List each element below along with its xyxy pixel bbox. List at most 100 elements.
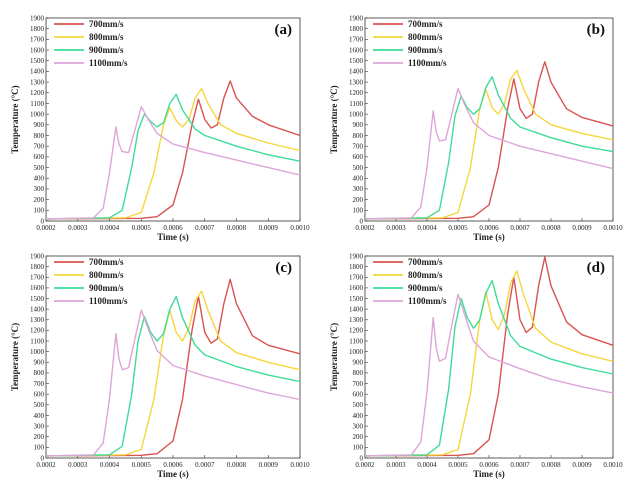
y-tick-label: 300 (353, 422, 364, 430)
series-line-700mm/s (364, 256, 614, 457)
x-tick-label: 0.0004 (100, 224, 120, 232)
y-tick-label: 1700 (349, 274, 364, 282)
y-tick-label: 900 (34, 121, 45, 129)
legend-label: 900mm/s (89, 45, 124, 55)
x-tick-label: 0.0009 (259, 461, 279, 469)
y-tick-label: 1400 (349, 305, 364, 313)
y-tick-label: 600 (353, 153, 364, 161)
y-tick-label: 800 (353, 132, 364, 140)
x-tick-label: 0.0006 (163, 461, 183, 469)
legend-label: 1100mm/s (89, 296, 128, 306)
y-tick-label: 500 (34, 401, 45, 409)
legend-label: 1100mm/s (408, 58, 447, 68)
y-tick-label: 1800 (30, 263, 45, 271)
y-tick-label: 1100 (349, 100, 363, 108)
y-tick-label: 1000 (349, 110, 364, 118)
y-tick-label: 1300 (349, 316, 364, 324)
x-tick-label: 0.0010 (290, 461, 310, 469)
y-tick-label: 700 (34, 143, 45, 151)
x-tick-label: 0.0008 (541, 461, 561, 469)
x-tick-label: 0.0003 (386, 224, 406, 232)
x-tick-label: 0.0005 (448, 461, 468, 469)
y-tick-label: 1000 (30, 110, 45, 118)
legend-label: 700mm/s (408, 257, 443, 267)
legend-label: 800mm/s (89, 270, 124, 280)
plot-frame (45, 17, 301, 222)
series-line-700mm/s (364, 61, 614, 220)
y-tick-label: 400 (353, 412, 364, 420)
series-line-1100mm/s (364, 293, 614, 457)
x-tick-label: 0.0004 (417, 461, 437, 469)
series-line-900mm/s (45, 295, 301, 457)
y-tick-label: 1200 (349, 327, 364, 335)
y-tick-label: 1500 (30, 295, 45, 303)
y-tick-label: 1800 (349, 263, 364, 271)
y-tick-label: 1400 (349, 68, 364, 76)
series-line-800mm/s (364, 270, 614, 457)
y-tick-label: 300 (34, 422, 45, 430)
y-tick-label: 1700 (349, 36, 364, 44)
series-line-800mm/s (364, 69, 614, 220)
y-tick-label: 1900 (349, 252, 364, 260)
y-tick-label: 1400 (30, 305, 45, 313)
x-tick-label: 0.0010 (603, 224, 623, 232)
x-tick-label: 0.0008 (227, 224, 247, 232)
x-axis-label: Time (s) (473, 469, 505, 479)
y-tick-label: 400 (353, 175, 364, 183)
plot-frame (45, 255, 301, 459)
x-tick-label: 0.0003 (68, 461, 88, 469)
y-tick-label: 100 (34, 444, 45, 452)
x-tick-label: 0.0008 (541, 224, 561, 232)
y-tick-label: 400 (34, 175, 45, 183)
y-tick-label: 1700 (30, 274, 45, 282)
y-tick-label: 1300 (349, 78, 364, 86)
y-axis-label: Temperature (°C) (10, 323, 20, 391)
y-tick-label: 1700 (30, 36, 45, 44)
y-tick-label: 1900 (349, 14, 364, 22)
y-tick-label: 1000 (349, 348, 364, 356)
y-tick-label: 1000 (30, 348, 45, 356)
y-tick-label: 500 (353, 401, 364, 409)
x-tick-label: 0.0002 (36, 224, 56, 232)
y-tick-label: 1600 (349, 46, 364, 54)
y-tick-label: 1100 (30, 337, 44, 345)
y-tick-label: 400 (34, 412, 45, 420)
legend-label: 700mm/s (408, 19, 443, 29)
x-tick-label: 0.0007 (510, 461, 530, 469)
x-tick-label: 0.0007 (195, 224, 215, 232)
y-axis-label: Temperature (°C) (10, 85, 20, 153)
legend-label: 800mm/s (408, 270, 443, 280)
series-line-1100mm/s (45, 106, 301, 220)
x-tick-label: 0.0006 (479, 224, 499, 232)
panel-label: (b) (587, 22, 605, 38)
y-tick-label: 1800 (349, 25, 364, 33)
x-tick-label: 0.0004 (417, 224, 437, 232)
x-tick-label: 0.0009 (259, 224, 279, 232)
series-line-900mm/s (364, 279, 614, 457)
x-tick-label: 0.0005 (448, 224, 468, 232)
series-line-700mm/s (45, 278, 301, 457)
y-tick-label: 800 (34, 132, 45, 140)
legend-label: 900mm/s (408, 283, 443, 293)
y-tick-label: 1600 (30, 284, 45, 292)
y-axis-label: Temperature (°C) (329, 85, 339, 153)
y-tick-label: 900 (34, 359, 45, 367)
y-tick-label: 300 (34, 185, 45, 193)
legend-label: 900mm/s (408, 45, 443, 55)
series-line-1100mm/s (45, 309, 301, 457)
legend-label: 800mm/s (408, 32, 443, 42)
y-tick-label: 600 (34, 153, 45, 161)
y-tick-label: 200 (353, 196, 364, 204)
y-tick-label: 1500 (30, 57, 45, 65)
y-tick-label: 0 (41, 454, 45, 462)
y-tick-label: 1600 (349, 284, 364, 292)
legend-label: 800mm/s (89, 32, 124, 42)
y-tick-label: 1500 (349, 57, 364, 65)
y-tick-label: 600 (353, 391, 364, 399)
x-axis-label: Time (s) (157, 469, 189, 479)
chart-panel-3: 0 100 200 300 400 500 600 700 800 900 1000 1100 1200… (10, 252, 310, 479)
y-tick-label: 1300 (30, 78, 45, 86)
series-line-900mm/s (364, 76, 614, 220)
x-tick-label: 0.0009 (572, 461, 592, 469)
x-tick-label: 0.0004 (100, 461, 120, 469)
